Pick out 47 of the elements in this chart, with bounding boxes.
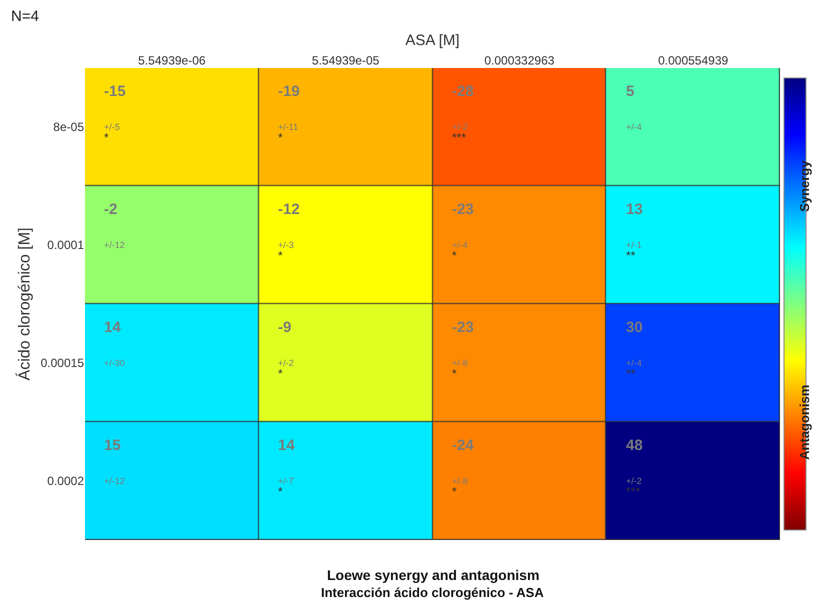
data-label: 14 (278, 437, 296, 454)
data-label: -23 (452, 201, 474, 218)
annotation: +/-4 ** (626, 358, 642, 381)
annotation: +/-4 * (452, 240, 468, 263)
text: Interacción ácido clorogénico - ASA (321, 585, 544, 600)
annotation: +/-2 * (278, 358, 294, 381)
y-tick-label: 0.0001 (47, 238, 84, 252)
data-label: 48 (626, 437, 643, 454)
y-tick-label: 8e-05 (53, 120, 84, 134)
annotation: +/-5 * (104, 122, 120, 145)
annotation: +/-2 *** (452, 122, 468, 145)
text: N=4 (11, 8, 39, 25)
x-tick-label: 0.000554939 (658, 54, 728, 68)
annotation: +/-12 (104, 476, 125, 486)
annotation: +/-4 (626, 122, 642, 132)
data-label: -23 (452, 319, 474, 336)
annotation: +/-12 (104, 240, 125, 250)
x-tick-label: 5.54939e-06 (138, 54, 206, 68)
data-label: -15 (104, 83, 126, 100)
annotation: +/-3 * (278, 240, 294, 263)
annotation: +/-8 * (452, 358, 468, 381)
data-label: -28 (452, 83, 474, 100)
data-label: -2 (104, 201, 118, 218)
data-label: -9 (278, 319, 292, 336)
annotation: +/-8 * (452, 476, 468, 499)
annotation: +/-7 * (278, 476, 294, 499)
data-label: 5 (626, 83, 634, 100)
data-label: -24 (452, 437, 474, 454)
y-tick-label: 0.0002 (47, 474, 84, 488)
annotation: +/-30 (104, 358, 125, 368)
data-label: 15 (104, 437, 121, 454)
x-tick-label: 0.000332963 (484, 54, 555, 68)
y-axis-title: Ácido clorogénico [M] (16, 228, 34, 380)
data-label: -12 (278, 201, 300, 218)
annotation: +/-11 * (278, 122, 298, 145)
data-label: 14 (104, 319, 122, 336)
x-tick-label: 5.54939e-05 (312, 54, 380, 68)
text: Antagonism (796, 384, 812, 460)
data-label: 30 (626, 319, 643, 336)
annotation: +/-2 *** (626, 476, 642, 499)
annotation: +/-1 ** (626, 240, 642, 263)
x-axis-title: ASA [M] (405, 32, 460, 49)
text: Loewe synergy and antagonism (327, 567, 540, 583)
data-label: 13 (626, 201, 643, 218)
data-label: -19 (278, 83, 300, 100)
y-tick-label: 0.00015 (40, 356, 84, 370)
text: Synergy (796, 160, 812, 212)
